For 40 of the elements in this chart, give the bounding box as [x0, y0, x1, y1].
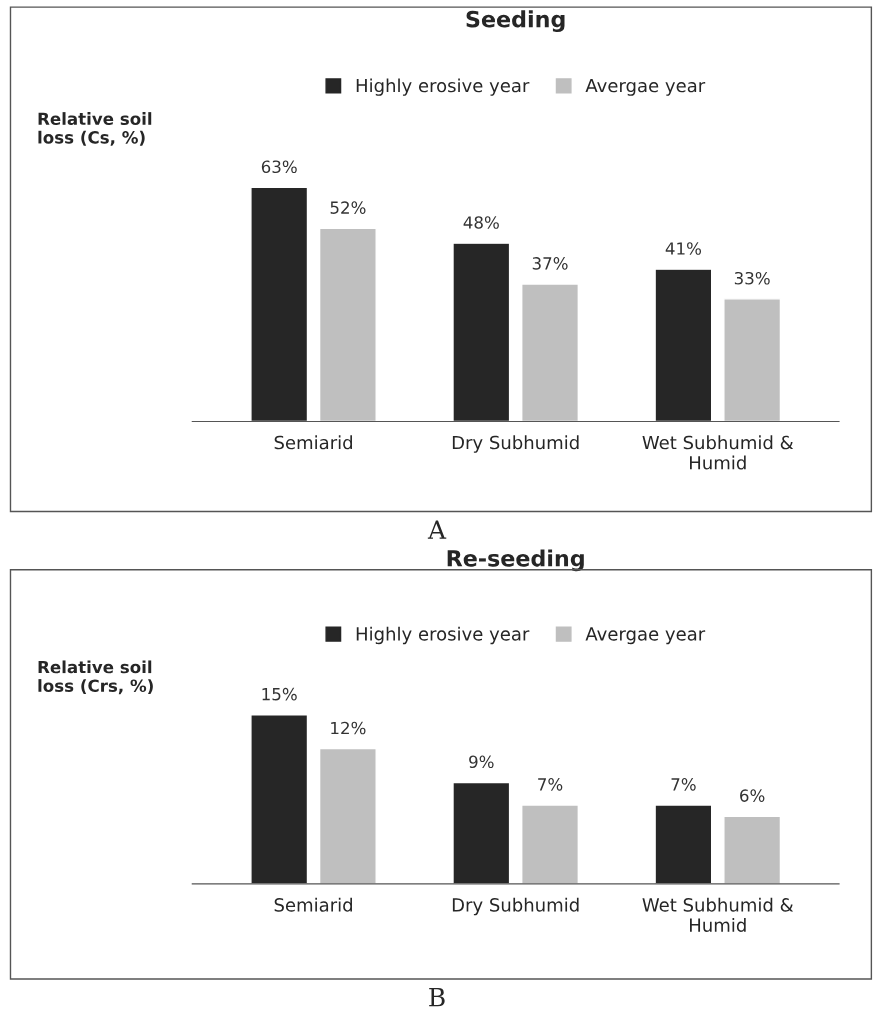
x-tick-label: Semiarid [274, 435, 352, 450]
y-axis-title: Relative soil loss (Crs, %) [38, 660, 153, 695]
data-label: 9% [469, 755, 494, 769]
legend-label: Avergae year [585, 78, 706, 96]
data-label: 15% [262, 687, 297, 701]
bar [452, 242, 511, 422]
data-label: 6% [740, 789, 765, 802]
x-tick-label: Dry Subhumid [452, 897, 579, 916]
bar [318, 227, 377, 422]
data-label: 7% [538, 778, 563, 791]
bar [452, 781, 511, 884]
data-label: 41% [665, 242, 702, 255]
text: A [427, 520, 447, 539]
bar [723, 298, 782, 422]
bar [654, 804, 713, 884]
x-tick-label: Wet Subhumid & Humid [642, 897, 794, 932]
x-tick-label: Dry Subhumid [452, 435, 579, 453]
data-label: 7% [671, 778, 696, 791]
data-label: 48% [463, 216, 499, 229]
bar [250, 714, 309, 884]
x-tick-label: Semiarid [274, 897, 352, 912]
chart-title: Re-seeding [447, 549, 584, 572]
legend-label: Avergae year [585, 627, 706, 645]
bar [318, 747, 377, 884]
legend-label: Highly erosive year [356, 78, 530, 96]
bar [521, 283, 580, 422]
text: B [429, 987, 445, 1007]
data-label: 33% [734, 271, 770, 285]
bar [521, 804, 580, 884]
bar [654, 268, 713, 422]
data-label: 12% [331, 721, 366, 735]
x-tick-label: Wet Subhumid & Humid [642, 435, 794, 470]
bar [250, 186, 309, 422]
data-label: 52% [330, 201, 366, 214]
y-axis-title: Relative soil loss (Cs, %) [38, 112, 152, 146]
bar [723, 815, 782, 884]
legend-label: Highly erosive year [356, 626, 530, 645]
data-label: 37% [532, 257, 568, 270]
chart-title: Seeding [466, 10, 565, 33]
data-label: 63% [261, 160, 297, 174]
